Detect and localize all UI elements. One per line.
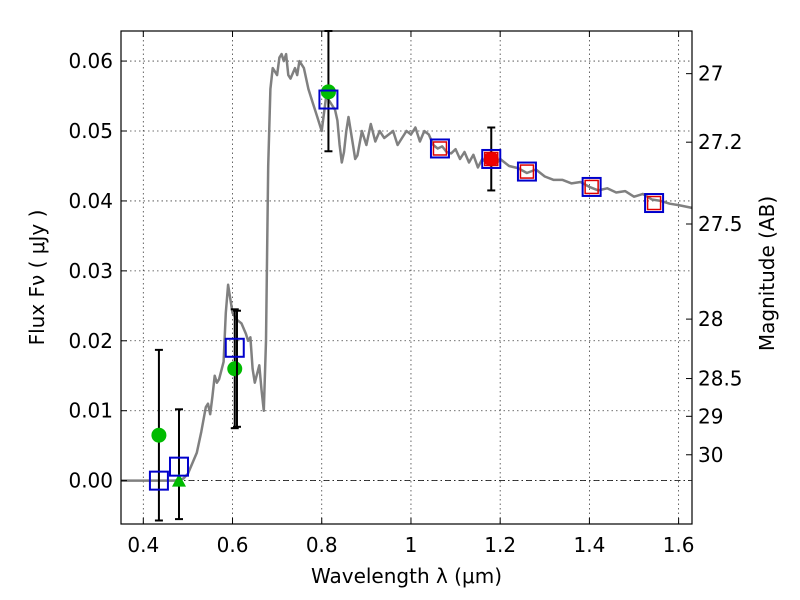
model-band-square <box>148 470 169 491</box>
x-tick-label: 0.4 <box>127 533 159 557</box>
x-axis-label: Wavelength λ (μm) <box>311 564 502 588</box>
ground-detection-point <box>227 361 243 377</box>
upper-limit-triangle <box>171 473 186 487</box>
model-band-square <box>318 89 339 110</box>
hst-photometry-square <box>519 164 535 179</box>
y-tick-label: 0.01 <box>68 399 113 423</box>
model-band-square <box>481 148 502 169</box>
grid <box>121 31 692 524</box>
x-tick-label: 0.6 <box>217 533 249 557</box>
y-axis-label: Flux Fν ( μJy ) <box>25 210 49 346</box>
ticks: 0.4 0.6 0.8 1 1.2 1.4 1.6 0.00 0.01 0.02 0.03 0.04 0… <box>68 31 743 557</box>
x-tick-label: 0.8 <box>306 533 338 557</box>
y-tick-label: 0.04 <box>68 189 113 213</box>
photometry-layer <box>148 30 665 522</box>
x-tick-label: 1.6 <box>663 533 695 557</box>
y-tick-label: 0.05 <box>68 119 113 143</box>
sed-model-layer <box>121 52 693 482</box>
hst-photometry-square <box>432 141 448 156</box>
hst-photometry-square <box>646 195 662 211</box>
hst-detection-point <box>483 151 499 167</box>
hst-photometry-square <box>584 179 599 195</box>
x-tick-label: 1.2 <box>484 533 516 557</box>
y-tick-label: 0.06 <box>68 49 113 73</box>
x-tick-label: 1.4 <box>573 533 605 557</box>
model-band-square <box>581 176 602 197</box>
mag-tick-label: 27.2 <box>698 130 743 154</box>
upper-limit-errorbar <box>174 408 183 521</box>
model-band-square <box>168 456 189 477</box>
y-tick-label: 0.00 <box>68 469 113 493</box>
x-tick-label: 1 <box>405 533 418 557</box>
model-band-square <box>516 161 537 182</box>
mag-tick-label: 27 <box>698 62 723 86</box>
model-band-square <box>429 138 450 159</box>
mag-tick-label: 29 <box>698 404 723 428</box>
mag-tick-label: 28 <box>698 307 723 331</box>
plot-frame <box>120 30 693 525</box>
mag-tick-label: 28.5 <box>698 367 743 391</box>
hst-photometry-square <box>484 151 499 167</box>
y-tick-label: 0.03 <box>68 259 113 283</box>
sed-model-line <box>121 52 693 482</box>
model-band-square <box>644 193 665 214</box>
mag-tick-label: 30 <box>698 443 723 467</box>
y2-axis-label: Magnitude (AB) <box>755 196 779 351</box>
extra-errorbar <box>232 309 241 428</box>
model-band-square <box>224 337 245 358</box>
mag-tick-label: 27.5 <box>698 212 743 236</box>
y-tick-label: 0.02 <box>68 329 113 353</box>
ground-detection-point <box>151 427 167 443</box>
ground-detection-point <box>320 84 336 100</box>
